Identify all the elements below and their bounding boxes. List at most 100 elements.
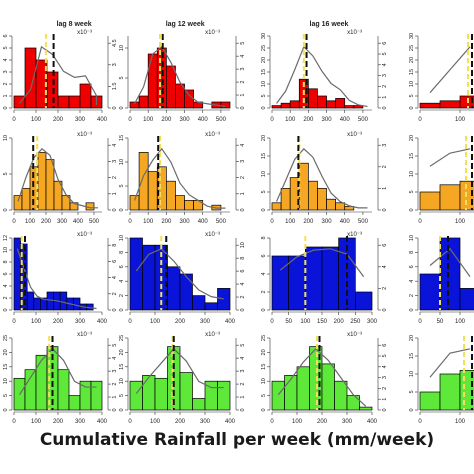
density-tick-label: 3: [112, 370, 118, 373]
y-tick-label: 20: [261, 135, 267, 141]
density-tick-label: 0: [382, 106, 388, 109]
panel-4: 0100051015202530lag 2: [409, 33, 474, 123]
density-tick-label: 4: [382, 63, 388, 66]
x-tick-label: 500: [216, 219, 227, 225]
y-tick-label: 8: [119, 251, 125, 254]
x-tick-label: 0: [270, 419, 274, 425]
density-tick-label: 2: [382, 85, 388, 88]
density-tick-label: 1: [240, 94, 246, 97]
x-tick-label: 250: [350, 319, 361, 325]
histogram-bar: [45, 159, 55, 211]
y-tick-label: 10: [3, 378, 9, 384]
x-tick-label: 0: [418, 117, 422, 123]
y-tick-label: 0: [409, 408, 415, 411]
y-tick-label: 0: [261, 106, 267, 109]
x-tick-label: 400: [73, 219, 84, 225]
density-scale-label: x10⁻³: [347, 132, 362, 138]
x-tick-label: 100: [143, 117, 154, 123]
density-tick-label: 1: [382, 187, 388, 190]
density-curve: [277, 347, 367, 407]
density-curve: [429, 348, 471, 378]
y-tick-label: 5: [409, 94, 415, 97]
y-tick-label: 0: [3, 208, 9, 211]
histogram-bar: [271, 380, 285, 411]
density-scale-label: x10⁻³: [205, 132, 220, 138]
x-tick-label: 200: [175, 319, 186, 325]
x-tick-label: 100: [455, 117, 466, 123]
histogram-bar: [289, 100, 300, 109]
histogram-bar: [284, 375, 298, 411]
density-tick-label: 0: [382, 308, 388, 311]
y-tick-label: 0: [409, 308, 415, 311]
y-tick-label: 6: [409, 265, 415, 268]
y-tick-label: 20: [409, 57, 415, 63]
density-tick-label: 4: [382, 265, 388, 268]
histogram-bar: [419, 191, 441, 211]
histogram-bar: [220, 101, 231, 109]
panel-13: 0 100 200 300 400 0 5 10 15 20 25 0 1 2 3 4 5 x10⁻³: [3, 332, 118, 425]
y-tick-label: 20: [261, 57, 267, 63]
panel-16: 0 100 0 5 10 15 20: [409, 335, 474, 425]
density-scale-label: x10⁻³: [347, 232, 362, 238]
y-tick-label: 0: [3, 106, 9, 109]
density-tick-label: 4: [240, 55, 246, 58]
density-tick-label: 3: [382, 74, 388, 77]
histogram-bar: [68, 395, 81, 411]
y-tick-label: 5: [119, 394, 125, 397]
panel-title: lag 8 week: [57, 21, 92, 28]
x-tick-label: 300: [322, 117, 333, 123]
y-tick-label: 8: [3, 260, 9, 263]
density-tick-label: 0: [112, 408, 118, 411]
y-tick-label: 5: [409, 390, 415, 393]
histogram-bar: [419, 102, 441, 109]
panel-9: 0 100 200 300 400 0 2 4 6 8 10 12 0 2 4 6 8 x10⁻³: [3, 232, 118, 325]
x-tick-label: 100: [285, 117, 296, 123]
histogram-bar: [192, 398, 206, 411]
panel-title: lag 12 week: [166, 21, 205, 28]
histogram-bar: [321, 246, 340, 311]
histogram-bar: [129, 195, 140, 211]
histogram-bar: [13, 195, 23, 211]
x-tick-label: 100: [455, 319, 466, 325]
density-tick-label: 5: [240, 42, 246, 45]
histogram-bar: [142, 375, 156, 411]
histogram-bar: [217, 288, 231, 311]
density-curve: [135, 347, 224, 395]
x-tick-label: 400: [198, 117, 209, 123]
x-tick-label: 500: [358, 219, 369, 225]
density-tick-label: 6: [240, 270, 246, 273]
histogram-bar: [57, 369, 70, 411]
panel-3: 0 100 200 300 400 5000510152025300123456x10⁻³…: [261, 21, 388, 123]
density-tick-label: 5: [112, 344, 118, 347]
panel-title: lag 16 week: [310, 21, 349, 28]
y-tick-label: 5: [261, 94, 267, 97]
y-tick-label: 6: [261, 254, 267, 257]
density-tick-label: 4: [240, 357, 246, 360]
y-tick-label: 2: [3, 296, 9, 299]
histogram-bar: [296, 366, 310, 411]
y-tick-label: 15: [409, 69, 415, 75]
histogram-bar: [439, 373, 461, 411]
x-tick-label: 0: [12, 319, 16, 325]
y-tick-label: 4: [409, 280, 415, 283]
x-tick-label: 50: [285, 319, 292, 325]
histogram-bar: [298, 162, 309, 211]
density-tick-label: 2: [112, 176, 118, 179]
y-tick-label: 0: [119, 106, 125, 109]
y-tick-label: 10: [3, 247, 9, 253]
density-tick-label: 2: [112, 383, 118, 386]
histogram-bar: [192, 295, 206, 311]
histogram-bar: [24, 369, 37, 411]
density-tick-label: 3: [112, 63, 118, 66]
x-tick-label: 300: [75, 419, 86, 425]
x-tick-label: 150: [317, 319, 328, 325]
x-tick-label: 0: [270, 319, 274, 325]
y-tick-label: 10: [119, 159, 125, 165]
density-tick-label: 2: [240, 176, 246, 179]
histogram-bar: [459, 288, 474, 311]
histogram-bar: [79, 83, 92, 109]
y-tick-label: 0: [261, 208, 267, 211]
histogram-bar: [68, 95, 81, 109]
density-tick-label: 5: [382, 52, 388, 55]
